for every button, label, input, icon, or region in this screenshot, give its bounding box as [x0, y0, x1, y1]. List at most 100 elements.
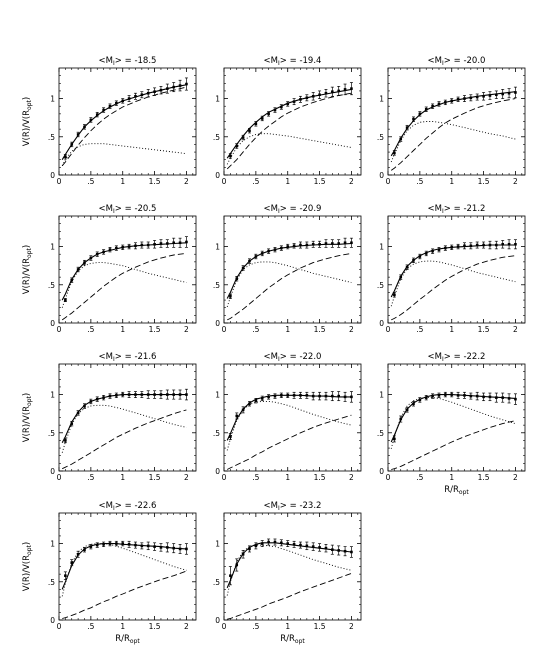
data-marker [108, 394, 112, 398]
x-axis-label: R/Ropt [115, 634, 140, 645]
data-marker [229, 154, 232, 158]
data-marker [331, 90, 334, 93]
title-prefix: <M [99, 501, 113, 511]
data-point [95, 542, 99, 548]
data-point [228, 153, 232, 159]
data-marker [254, 399, 258, 402]
data-marker [437, 248, 441, 251]
data-marker [134, 543, 137, 547]
x-tick-label: 1.5 [314, 473, 326, 482]
data-marker [318, 93, 321, 97]
data-point [286, 392, 290, 398]
title-magnitude: -20.5 [134, 204, 156, 214]
data-point [95, 396, 99, 402]
data-point [133, 242, 137, 250]
data-marker [337, 89, 340, 93]
data-marker [311, 94, 315, 98]
title-prefix: <M [264, 352, 278, 362]
x-tick-label: 2 [184, 473, 189, 482]
x-tick-label: 2 [184, 325, 189, 334]
x-tick-label: 1.5 [149, 622, 161, 631]
data-point [178, 237, 182, 248]
data-marker [324, 546, 328, 550]
y-axis-label-close: ) [22, 393, 32, 396]
data-point [260, 540, 264, 547]
data-marker [115, 246, 118, 250]
y-tick-label: 0 [215, 319, 220, 328]
data-marker [318, 546, 321, 549]
data-point [437, 246, 441, 253]
data-point [507, 393, 511, 404]
data-point [273, 246, 277, 253]
data-marker [418, 255, 422, 258]
data-point [89, 117, 93, 123]
x-tick-label: .5 [252, 622, 259, 631]
y-tick-label: 0 [379, 467, 384, 476]
x-tick-label: 1.5 [314, 622, 326, 631]
y-tick-label: 0 [50, 467, 55, 476]
y-tick-label: .5 [48, 133, 55, 142]
data-point [462, 391, 466, 399]
data-point [178, 543, 182, 554]
y-tick-label: 1 [215, 243, 220, 252]
data-point [254, 398, 258, 404]
total-fit-curve [61, 242, 187, 301]
data-marker [311, 242, 315, 246]
data-marker [305, 96, 309, 100]
disk-curve [390, 397, 516, 449]
title-subscript: I [442, 356, 444, 363]
y-tick-label: 1 [379, 243, 384, 252]
data-marker [172, 393, 175, 396]
y-tick-label: 1 [379, 391, 384, 400]
data-point [184, 236, 188, 248]
data-marker [159, 546, 163, 549]
data-point [153, 240, 157, 249]
data-point [411, 401, 415, 407]
data-point [450, 244, 454, 250]
data-point [475, 391, 479, 401]
data-marker [229, 574, 232, 577]
data-marker [393, 293, 396, 297]
data-point [82, 124, 86, 130]
x-tick-label: 1.5 [149, 325, 161, 334]
data-point [82, 259, 86, 266]
data-marker [134, 393, 137, 396]
y-tick-label: 0 [215, 171, 220, 180]
data-marker [235, 414, 239, 418]
data-marker [241, 552, 245, 556]
data-point [456, 243, 460, 250]
data-point [513, 239, 517, 250]
x-tick-label: .5 [416, 177, 423, 186]
data-marker [412, 259, 415, 262]
x-tick-label: .5 [252, 177, 259, 186]
data-marker [178, 393, 182, 396]
data-marker [311, 545, 315, 548]
data-point [330, 86, 334, 97]
data-point [286, 540, 290, 547]
halo-curve [227, 252, 352, 321]
title-magnitude: -19.4 [299, 56, 321, 66]
data-marker [286, 102, 290, 106]
data-point [399, 136, 403, 142]
x-tick-label: 0 [57, 177, 62, 186]
title-suffix: > = [115, 501, 135, 511]
panel: <MI> = -23.2 0 .5 1 1.5 2 0 .5 1 R/Ropt [213, 501, 362, 645]
title-magnitude: -22.0 [299, 352, 321, 362]
data-point [298, 541, 302, 549]
data-point [475, 241, 479, 249]
data-marker [399, 417, 403, 421]
title-magnitude: -22.2 [463, 352, 485, 362]
panel: <MI> = -19.4 0 .5 1 1.5 2 0 .5 1 [213, 56, 362, 186]
data-point [462, 95, 466, 102]
data-marker [76, 268, 80, 271]
data-point [482, 241, 486, 249]
x-axis-label-main: R/R [444, 485, 459, 495]
data-marker [146, 243, 150, 247]
x-tick-label: 2 [184, 622, 189, 631]
data-point [450, 98, 454, 104]
total-fit-curve [61, 394, 187, 443]
data-marker [501, 242, 504, 246]
data-marker [248, 402, 251, 406]
data-marker [350, 241, 353, 245]
data-marker [331, 548, 334, 551]
